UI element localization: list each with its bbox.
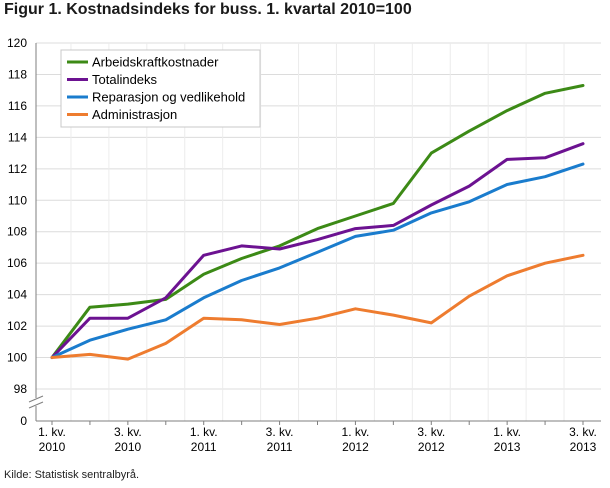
axes: 98 100 102 104 106 108 110 112 114 116 118 120 0 1. k… bbox=[7, 36, 601, 454]
x-tick-label-year: 2010 bbox=[115, 440, 142, 454]
y-tick-label-102: 102 bbox=[7, 319, 27, 333]
legend-label: Administrasjon bbox=[92, 107, 177, 122]
chart-title: Figur 1. Kostnadsindeks for buss. 1. kva… bbox=[4, 1, 412, 18]
x-tick-label: 3. kv. bbox=[114, 425, 142, 439]
x-tick-label: 3. kv. bbox=[266, 425, 294, 439]
y-tick-label-112: 112 bbox=[8, 162, 27, 176]
x-tick-label-year: 2010 bbox=[39, 440, 66, 454]
y-tick-label-116: 116 bbox=[8, 99, 27, 113]
x-tick-label: 3. kv. bbox=[569, 425, 597, 439]
legend-box bbox=[60, 49, 261, 128]
y-tick-label-106: 106 bbox=[7, 256, 27, 270]
x-tick-label-year: 2012 bbox=[418, 440, 445, 454]
x-tick-label: 1. kv. bbox=[190, 425, 218, 439]
series-line-reparasjon-og-vedlikehold bbox=[50, 162, 585, 359]
x-tick-label-year: 2011 bbox=[267, 440, 293, 454]
series-lines bbox=[50, 84, 585, 361]
x-tick-label: 1. kv. bbox=[342, 425, 370, 439]
source-note: Kilde: Statistisk sentralbyrå. bbox=[4, 469, 140, 481]
axis-break-mark bbox=[28, 395, 44, 403]
axis-break-mark bbox=[28, 401, 44, 409]
y-tick-label-108: 108 bbox=[7, 225, 27, 239]
x-tick-label: 1. kv. bbox=[38, 425, 66, 439]
x-tick-label-year: 2011 bbox=[191, 440, 217, 454]
y-tick-label-118: 118 bbox=[8, 67, 27, 81]
x-tick-label-year: 2012 bbox=[342, 440, 369, 454]
y-tick-label-100: 100 bbox=[7, 351, 27, 365]
axis-break-gap bbox=[29, 398, 43, 406]
legend-label: Reparasjon og vedlikehold bbox=[92, 90, 245, 105]
x-tick-label: 3. kv. bbox=[417, 425, 445, 439]
series-line-administrasjon bbox=[50, 253, 585, 361]
series-line-totalindeks bbox=[50, 142, 585, 359]
x-tick-label: 1. kv. bbox=[493, 425, 521, 439]
legend-label: Arbeidskraftkostnader bbox=[92, 55, 219, 70]
x-tick-label-year: 2013 bbox=[570, 440, 597, 454]
y-tick-label-104: 104 bbox=[7, 288, 27, 302]
y-tick-label-114: 114 bbox=[8, 130, 27, 144]
y-tick-label-120: 120 bbox=[7, 36, 27, 50]
y-tick-label-baseline: 0 bbox=[20, 414, 27, 428]
legend: Arbeidskraftkostnader Totalindeks Reparasj… bbox=[60, 49, 261, 128]
legend-label: Totalindeks bbox=[92, 72, 158, 87]
y-tick-label-98: 98 bbox=[14, 382, 28, 396]
x-tick-label-year: 2013 bbox=[494, 440, 521, 454]
y-tick-label-110: 110 bbox=[8, 193, 27, 207]
series-line-arbeidskraftkostnader bbox=[50, 84, 585, 359]
